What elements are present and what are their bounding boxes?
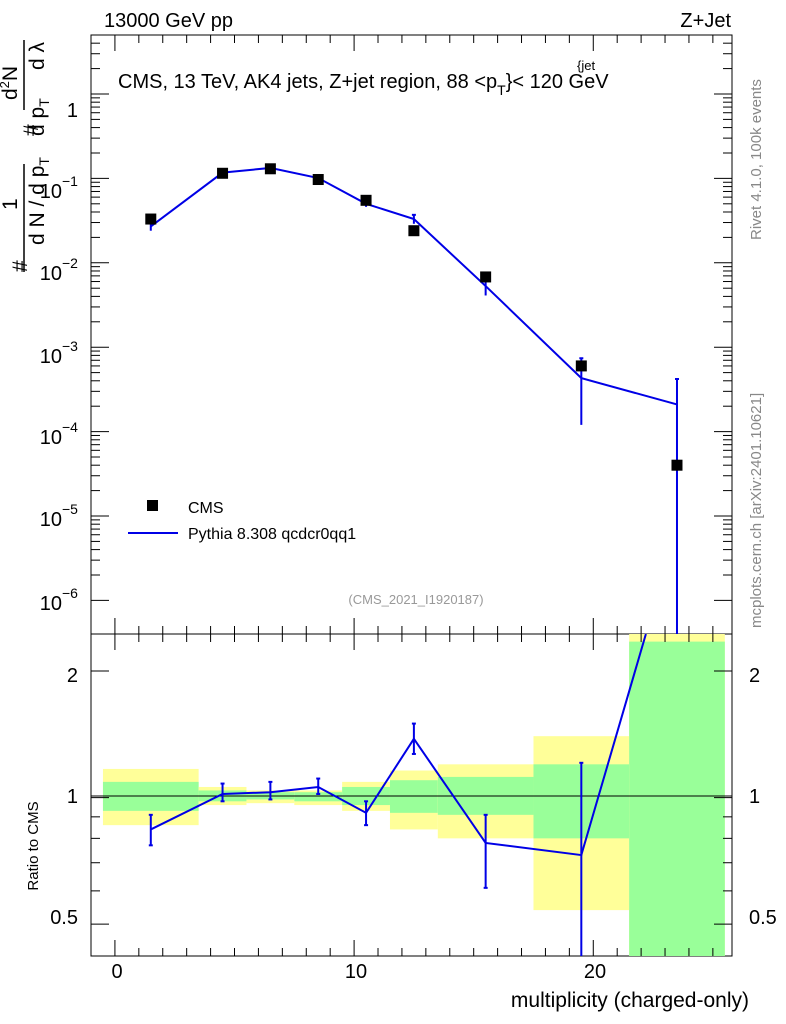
lower-ratio-series: [148, 633, 647, 956]
lower-y-tick-label-right: 0.5: [749, 907, 777, 929]
upper-y-tick-exp: −5: [62, 501, 78, 517]
legend-data-label: CMS: [188, 500, 224, 517]
upper-y-tick-label: 10: [40, 509, 62, 531]
lower-y-tick-label: 2: [67, 665, 78, 687]
analysis-id: (CMS_2021_I1920187): [348, 592, 483, 607]
upper-y-axis-label: # 1 d N / d pT # d2N d pT d λ: [0, 40, 52, 272]
ylabel-hash: #: [9, 260, 32, 272]
ylabel-hash2: #: [20, 124, 43, 136]
x-tick-label: 0: [111, 961, 122, 983]
ratio-band-inner: [629, 641, 725, 956]
upper-title: CMS, 13 TeV, AK4 jets, Z+jet region, 88 …: [118, 71, 609, 98]
upper-y-tick-exp: −4: [62, 419, 78, 435]
lower-y-tick-label: 1: [67, 786, 78, 808]
upper-data-series: [145, 163, 683, 471]
ylabel-dpt: d pT: [26, 98, 52, 136]
x-tick-label: 20: [584, 961, 606, 983]
rivet-label: Rivet 4.1.0, 100k events: [748, 79, 765, 240]
upper-y-tick-exp: −1: [62, 173, 78, 189]
ylabel-d2n: d2N: [0, 66, 22, 100]
data-point: [312, 174, 324, 186]
axis-ticks: [91, 34, 732, 956]
mc-line: [150, 166, 678, 406]
legend-data-marker: [147, 500, 158, 511]
upper-mc-series: [148, 165, 679, 634]
upper-frame: [90, 34, 733, 635]
lower-y-tick-label-right: 2: [749, 665, 760, 687]
ratio-band-inner: [389, 780, 438, 813]
x-axis-label: multiplicity (charged-only): [511, 989, 749, 1012]
upper-y-tick-exp: −3: [62, 338, 78, 354]
upper-y-tick-label: 10: [40, 346, 62, 368]
source-label: mcplots.cern.ch [arXiv:2401.10621]: [748, 393, 765, 628]
data-point: [217, 167, 229, 179]
upper-y-tick-label: 10: [40, 593, 62, 615]
upper-y-tick-label: 10: [40, 263, 62, 285]
data-point: [671, 459, 683, 471]
data-point: [480, 271, 492, 283]
upper-y-tick-label: 10: [40, 181, 62, 203]
upper-y-tick-label: 10: [40, 427, 62, 449]
upper-y-tick-exp: −6: [62, 585, 78, 601]
ylabel-dn-dpt: d N / d pT: [26, 157, 52, 245]
data-point: [360, 194, 372, 206]
data-point: [264, 163, 276, 175]
ratio-band-inner: [294, 792, 343, 802]
ylabel-one: 1: [0, 198, 22, 210]
data-point: [145, 213, 157, 225]
data-point: [575, 360, 587, 372]
lower-y-tick-label-right: 1: [749, 786, 760, 808]
lower-y-tick-label: 0.5: [50, 907, 78, 929]
ylabel-dlambda: d λ: [26, 41, 49, 70]
header-left: 13000 GeV pp: [104, 10, 233, 32]
lower-y-axis-label: Ratio to CMS: [25, 801, 42, 890]
upper-y-tick-labels: 1 10 −1 10 −2 10 −3 10 −4 10 −5 10 −6: [40, 100, 78, 615]
upper-title-superscript: {jet: [577, 58, 595, 73]
legend-mc-label: Pythia 8.308 qcdcr0qq1: [188, 526, 356, 543]
lower-frame: [90, 633, 733, 957]
data-point: [408, 225, 420, 237]
header-right: Z+Jet: [680, 10, 731, 32]
x-tick-label: 10: [345, 961, 367, 983]
upper-y-tick-label: 1: [67, 100, 78, 122]
upper-y-tick-exp: −2: [62, 255, 78, 271]
